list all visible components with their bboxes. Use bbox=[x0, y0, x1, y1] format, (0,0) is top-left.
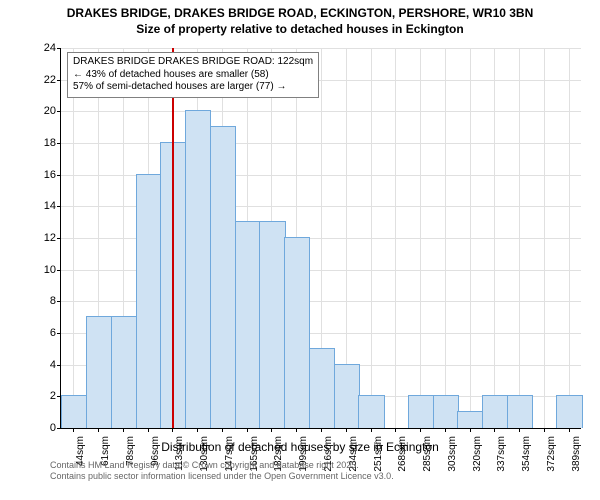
y-tick-mark bbox=[57, 238, 61, 239]
y-tick-label: 14 bbox=[26, 200, 56, 212]
annotation-line1: DRAKES BRIDGE DRAKES BRIDGE ROAD: 122sqm bbox=[73, 56, 313, 69]
y-tick-label: 16 bbox=[26, 169, 56, 181]
y-tick-label: 6 bbox=[26, 327, 56, 339]
marker-line bbox=[172, 48, 174, 428]
chart-title: DRAKES BRIDGE, DRAKES BRIDGE ROAD, ECKIN… bbox=[0, 0, 600, 37]
y-tick-label: 0 bbox=[26, 422, 56, 434]
chart-container: DRAKES BRIDGE, DRAKES BRIDGE ROAD, ECKIN… bbox=[0, 0, 600, 500]
y-tick-label: 8 bbox=[26, 295, 56, 307]
histogram-bar bbox=[86, 316, 112, 428]
y-tick-mark bbox=[57, 270, 61, 271]
y-tick-label: 20 bbox=[26, 105, 56, 117]
annotation-line2: ← 43% of detached houses are smaller (58… bbox=[73, 69, 313, 82]
histogram-bar bbox=[556, 395, 582, 428]
histogram-bar bbox=[358, 395, 384, 428]
attribution-footer: Contains HM Land Registry data © Crown c… bbox=[50, 460, 394, 482]
chart-area: 024681012141618202224 DRAKES BRIDGE DRAK… bbox=[60, 48, 580, 428]
annotation-box: DRAKES BRIDGE DRAKES BRIDGE ROAD: 122sqm… bbox=[67, 52, 319, 98]
histogram-bar bbox=[136, 174, 162, 428]
footer-line2: Contains public sector information licen… bbox=[50, 471, 394, 482]
y-tick-mark bbox=[57, 143, 61, 144]
y-tick-label: 18 bbox=[26, 137, 56, 149]
y-tick-label: 10 bbox=[26, 264, 56, 276]
y-tick-mark bbox=[57, 175, 61, 176]
y-tick-mark bbox=[57, 428, 61, 429]
footer-line1: Contains HM Land Registry data © Crown c… bbox=[50, 460, 394, 471]
y-tick-label: 12 bbox=[26, 232, 56, 244]
histogram-bar bbox=[309, 348, 335, 428]
bars bbox=[61, 48, 581, 428]
histogram-bar bbox=[235, 221, 261, 428]
histogram-bar bbox=[61, 395, 87, 428]
title-line-2: Size of property relative to detached ho… bbox=[0, 22, 600, 38]
x-axis-label: Distribution of detached houses by size … bbox=[0, 440, 600, 454]
y-tick-label: 24 bbox=[26, 42, 56, 54]
title-line-1: DRAKES BRIDGE, DRAKES BRIDGE ROAD, ECKIN… bbox=[0, 6, 600, 22]
histogram-bar bbox=[334, 364, 360, 428]
y-tick-mark bbox=[57, 80, 61, 81]
histogram-bar bbox=[259, 221, 285, 428]
y-tick-mark bbox=[57, 396, 61, 397]
y-tick-label: 4 bbox=[26, 359, 56, 371]
histogram-bar bbox=[433, 395, 459, 428]
y-tick-mark bbox=[57, 365, 61, 366]
histogram-bar bbox=[457, 411, 483, 428]
y-tick-mark bbox=[57, 333, 61, 334]
histogram-bar bbox=[210, 126, 236, 428]
y-tick-mark bbox=[57, 206, 61, 207]
histogram-bar bbox=[482, 395, 508, 428]
histogram-bar bbox=[111, 316, 137, 428]
plot-area: DRAKES BRIDGE DRAKES BRIDGE ROAD: 122sqm… bbox=[60, 48, 581, 429]
histogram-bar bbox=[185, 110, 211, 428]
y-tick-label: 22 bbox=[26, 74, 56, 86]
histogram-bar bbox=[408, 395, 434, 428]
y-axis: 024681012141618202224 bbox=[26, 48, 56, 428]
y-tick-mark bbox=[57, 301, 61, 302]
histogram-bar bbox=[507, 395, 533, 428]
y-tick-mark bbox=[57, 111, 61, 112]
histogram-bar bbox=[284, 237, 310, 428]
y-tick-label: 2 bbox=[26, 390, 56, 402]
annotation-line3: 57% of semi-detached houses are larger (… bbox=[73, 81, 313, 94]
y-tick-mark bbox=[57, 48, 61, 49]
